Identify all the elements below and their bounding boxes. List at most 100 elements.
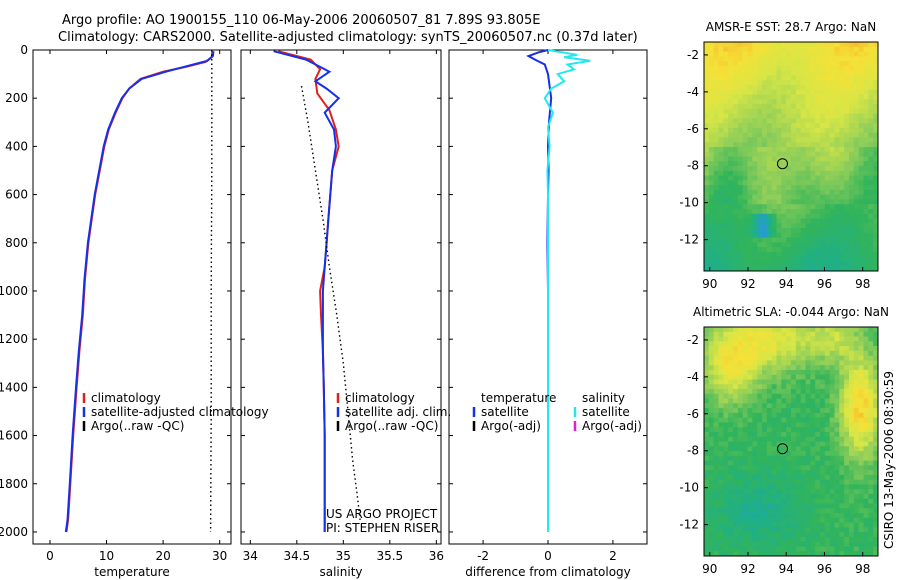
sla-map-cell (733, 517, 739, 523)
sla-map-cell (795, 446, 802, 452)
sla-map-cell (747, 350, 753, 357)
sst-map-cell (747, 127, 753, 134)
sla-map-cell (844, 470, 850, 476)
sst-map-cell (844, 84, 850, 91)
sla-map-cell (849, 522, 855, 528)
sst-map-cell (800, 161, 806, 167)
sla-map-cell (810, 479, 816, 485)
sla-map-cell (708, 355, 715, 361)
diff-legend-heading-salinity: salinity (582, 391, 625, 405)
sst-map-cell (829, 256, 835, 262)
sla-map-cell (873, 460, 879, 466)
sst-map-cell (757, 237, 763, 243)
sst-map-cell (873, 213, 879, 219)
temperature-legend-label: satellite-adjusted climatology (91, 405, 269, 419)
sst-map-cell (747, 199, 753, 205)
depth-tick-label: 1400 (0, 380, 28, 394)
sla-map-cell (868, 489, 874, 495)
sla-map-cell (844, 541, 850, 547)
sla-map-cell (757, 379, 763, 385)
sst-map-cell (791, 113, 797, 119)
sla-map-cell (723, 517, 729, 523)
sla-map-cell (776, 489, 782, 495)
sst-map-cell (834, 194, 840, 200)
sla-map-cell (791, 422, 797, 428)
sla-map-cell (766, 412, 773, 419)
sla-map-cell (795, 360, 802, 366)
sst-map-cell (781, 70, 787, 76)
sla-map-cell (747, 446, 753, 452)
sla-map-cell (766, 513, 773, 519)
sla-map-cell (708, 346, 715, 352)
sla-map-cell (839, 470, 845, 476)
sst-map-cell (849, 70, 855, 76)
sst-map-cell (834, 113, 840, 119)
sst-map-cell (762, 256, 768, 262)
sla-map-cell (858, 455, 864, 461)
sst-map-cell (747, 228, 753, 234)
sst-map-cell (747, 42, 753, 48)
sla-map-cell (849, 379, 855, 385)
sst-map-cell (762, 228, 768, 234)
sla-map-cell (728, 379, 734, 385)
sst-map-cell (728, 204, 734, 210)
sst-map-cell (733, 84, 739, 91)
sla-map-cell (863, 541, 869, 547)
sst-map-cell (829, 118, 835, 124)
sla-map-cell (766, 546, 773, 552)
sst-map-cell (737, 61, 744, 67)
sla-map-cell (723, 493, 729, 500)
sla-map-cell (776, 470, 782, 476)
sst-map-cell (723, 118, 729, 124)
sst-map-cell (776, 151, 782, 157)
sst-map-cell (723, 80, 729, 86)
sla-map-cell (863, 536, 869, 543)
sla-map-cell (849, 489, 855, 495)
sla-map-cell (795, 536, 802, 543)
sla-map-cell (776, 360, 782, 366)
sla-map-cell (791, 417, 797, 423)
sst-map-cell (805, 118, 811, 124)
sst-map-cell (791, 237, 797, 243)
sst-map-cell (728, 142, 734, 148)
sla-map-cell (795, 541, 802, 547)
sst-map-cell (737, 51, 744, 57)
sla-map-cell (873, 484, 879, 490)
sla-map-cell (704, 517, 710, 523)
sst-map-cell (713, 242, 719, 248)
sla-map-cell (868, 446, 874, 452)
sla-map-cell (781, 470, 787, 476)
sla-map-cell (771, 360, 777, 366)
sst-map-cell (839, 123, 845, 129)
sst-map-cell (771, 89, 777, 95)
sla-map-cell (771, 389, 777, 395)
sla-map-cell (747, 541, 753, 547)
sst-map-cell (815, 189, 821, 196)
sst-map-cell (786, 166, 792, 172)
sla-map-cell (824, 336, 831, 342)
depth-tick-label: 1600 (0, 429, 28, 443)
sla-map-cell (704, 479, 710, 485)
sst-map-cell (805, 180, 811, 186)
sst-map-cell (849, 94, 855, 100)
sst-map-cell (781, 61, 787, 67)
sst-map-cell (791, 232, 797, 238)
sla-map-cell (791, 522, 797, 528)
sla-map-cell (781, 541, 787, 547)
sst-map-cell (713, 137, 719, 143)
sla-map-cell (805, 412, 811, 419)
sst-map-cell (733, 156, 739, 162)
sst-map-cell (718, 266, 724, 272)
sla-map-cell (757, 508, 763, 514)
sst-map-cell (723, 161, 729, 167)
sst-map-cell (776, 266, 782, 272)
sst-map-cell (737, 223, 744, 229)
sst-map-cell (713, 261, 719, 267)
sst-map-cell (844, 75, 850, 81)
sla-map-cell (839, 398, 845, 404)
sla-map-cell (863, 484, 869, 490)
sla-map-cell (791, 393, 797, 399)
sst-map-cell (868, 132, 874, 138)
sla-map-cell (829, 498, 835, 504)
sla-map-cell (766, 498, 773, 504)
